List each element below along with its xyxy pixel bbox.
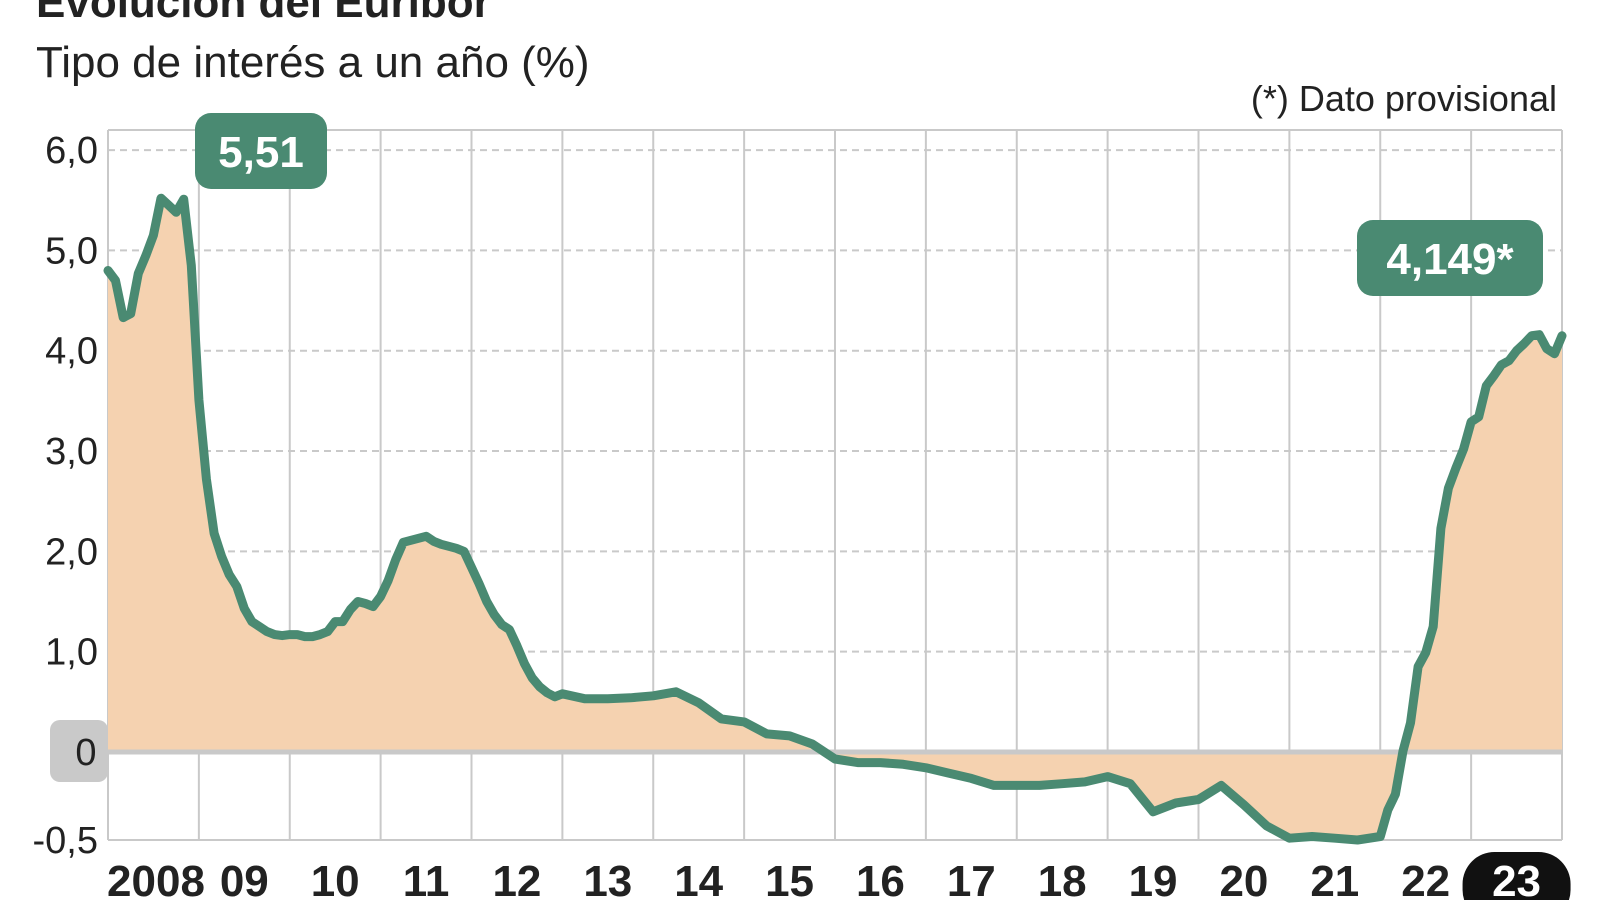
x-tick-label: 18 bbox=[1038, 857, 1087, 900]
chart-subtitle: Tipo de interés a un año (%) bbox=[36, 38, 590, 87]
x-tick-label: 09 bbox=[220, 857, 269, 900]
y-tick-label: 1,0 bbox=[45, 632, 98, 674]
chart-title: Evolución del Euríbor bbox=[36, 0, 491, 27]
horizontal-grid bbox=[108, 129, 1562, 841]
zero-label-bg bbox=[50, 720, 108, 782]
x-tick-label: 13 bbox=[583, 857, 632, 900]
x-tick-label: 15 bbox=[765, 857, 814, 900]
x-tick-label: 23 bbox=[1492, 857, 1541, 900]
x-tick-label: 10 bbox=[311, 857, 360, 900]
provisional-note: (*) Dato provisional bbox=[1250, 78, 1557, 119]
x-tick-label: 19 bbox=[1129, 857, 1178, 900]
x-axis-ticks: 2008 09 10 11 12 13 14 15 16 17 18 19 20 21 22 23 bbox=[107, 852, 1571, 900]
y-axis-ticks: -0,5 0 1,0 2,0 3,0 4,0 5,0 6,0 bbox=[33, 130, 108, 862]
callout-label: 5,51 bbox=[218, 128, 304, 177]
series-line bbox=[103, 193, 1567, 845]
callout-label: 4,149* bbox=[1386, 235, 1514, 284]
x-tick-label: 16 bbox=[856, 857, 905, 900]
x-tick-label: 21 bbox=[1310, 857, 1359, 900]
y-tick-label: 4,0 bbox=[45, 331, 98, 373]
x-tick-label: 22 bbox=[1401, 857, 1450, 900]
y-tick-label: 3,0 bbox=[45, 431, 98, 473]
x-tick-label: 12 bbox=[492, 857, 541, 900]
x-tick-label: 17 bbox=[947, 857, 996, 900]
current-year-badge bbox=[1462, 852, 1571, 900]
callout-box bbox=[195, 113, 327, 189]
x-tick-label: 14 bbox=[674, 857, 723, 900]
y-tick-label: 2,0 bbox=[45, 531, 98, 573]
y-tick-label: 0 bbox=[75, 732, 96, 774]
area-fill bbox=[108, 198, 1562, 840]
x-tick-label: 11 bbox=[403, 857, 450, 900]
y-tick-label: 5,0 bbox=[45, 230, 98, 272]
y-tick-label: 6,0 bbox=[45, 130, 98, 172]
callout-box bbox=[1357, 220, 1543, 296]
callouts: 5,51 4,149* bbox=[195, 113, 1543, 296]
x-tick-label: 20 bbox=[1219, 857, 1268, 900]
x-tick-label: 2008 bbox=[107, 857, 205, 900]
y-tick-label: -0,5 bbox=[33, 820, 98, 862]
